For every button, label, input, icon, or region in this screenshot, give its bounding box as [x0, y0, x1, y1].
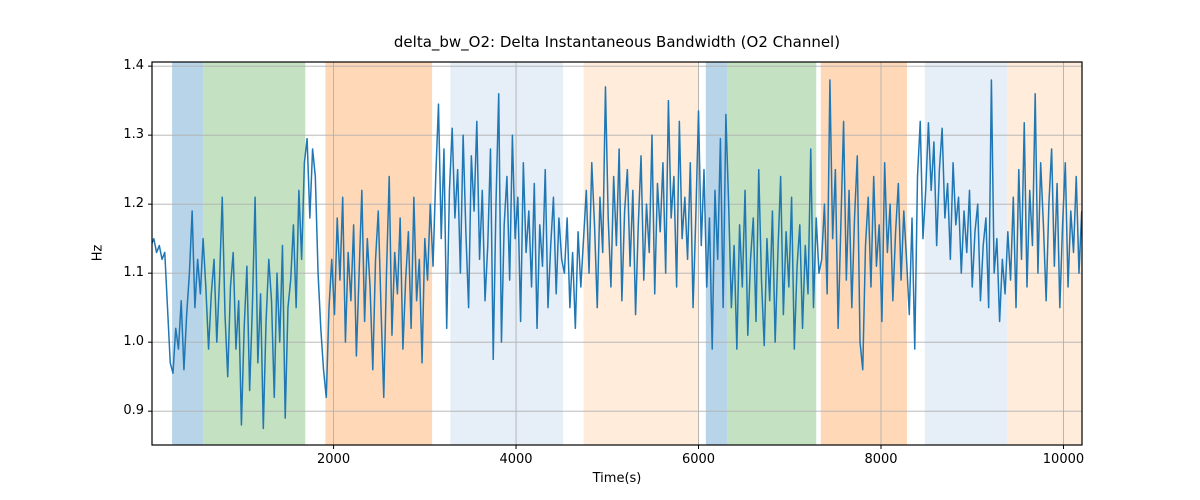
x-tick-label: 10000	[1042, 452, 1085, 467]
y-tick-label: 1.2	[123, 196, 144, 212]
x-axis-label: Time(s)	[592, 471, 642, 486]
y-tick-label: 1.0	[123, 334, 144, 350]
y-tick-label: 1.1	[123, 265, 144, 281]
x-tick-label: 2000	[317, 452, 351, 467]
data-line	[152, 79, 1082, 430]
light-orange-band	[583, 62, 699, 445]
green-band	[727, 62, 817, 445]
x-tick-label: 8000	[864, 452, 898, 467]
orange-band	[820, 62, 908, 445]
blue-band	[172, 62, 204, 445]
axes-frame	[151, 61, 1083, 446]
chart-title: delta_bw_O2: Delta Instantaneous Bandwid…	[393, 33, 841, 51]
y-tick-label: 1.4	[123, 58, 144, 74]
x-tick-label: 6000	[681, 452, 716, 467]
y-axis-label: Hz	[90, 244, 106, 262]
y-tick-label: 0.9	[123, 403, 144, 419]
x-tick-label: 4000	[499, 452, 533, 467]
y-tick-label: 1.3	[123, 127, 144, 143]
